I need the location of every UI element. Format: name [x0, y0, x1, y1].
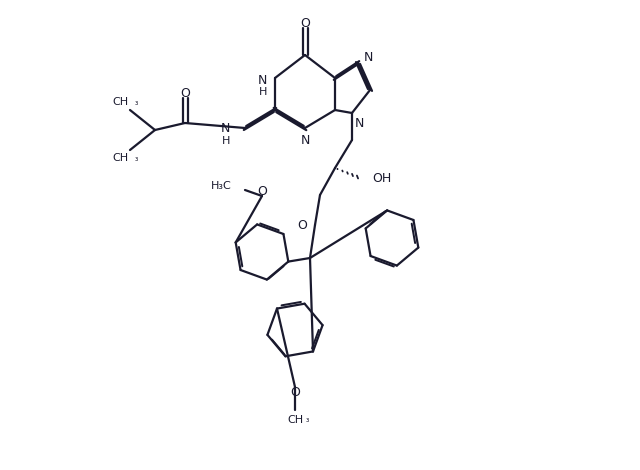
Text: O: O	[297, 219, 307, 232]
Text: N: N	[258, 73, 267, 86]
Text: O: O	[290, 385, 300, 399]
Text: H: H	[221, 136, 230, 146]
Text: OH: OH	[372, 172, 391, 185]
Text: N: N	[364, 50, 373, 63]
Text: H₃C: H₃C	[211, 181, 232, 191]
Text: O: O	[300, 16, 310, 30]
Text: H: H	[259, 87, 267, 97]
Text: N: N	[355, 117, 364, 130]
Text: CH: CH	[287, 415, 303, 425]
Text: N: N	[300, 133, 310, 147]
Text: ₃: ₃	[135, 154, 138, 163]
Text: CH: CH	[112, 153, 128, 163]
Text: ₃: ₃	[135, 97, 138, 107]
Text: N: N	[221, 122, 230, 134]
Text: CH: CH	[112, 97, 128, 107]
Text: O: O	[180, 86, 190, 100]
Text: ₃: ₃	[305, 415, 308, 424]
Text: O: O	[257, 185, 267, 197]
